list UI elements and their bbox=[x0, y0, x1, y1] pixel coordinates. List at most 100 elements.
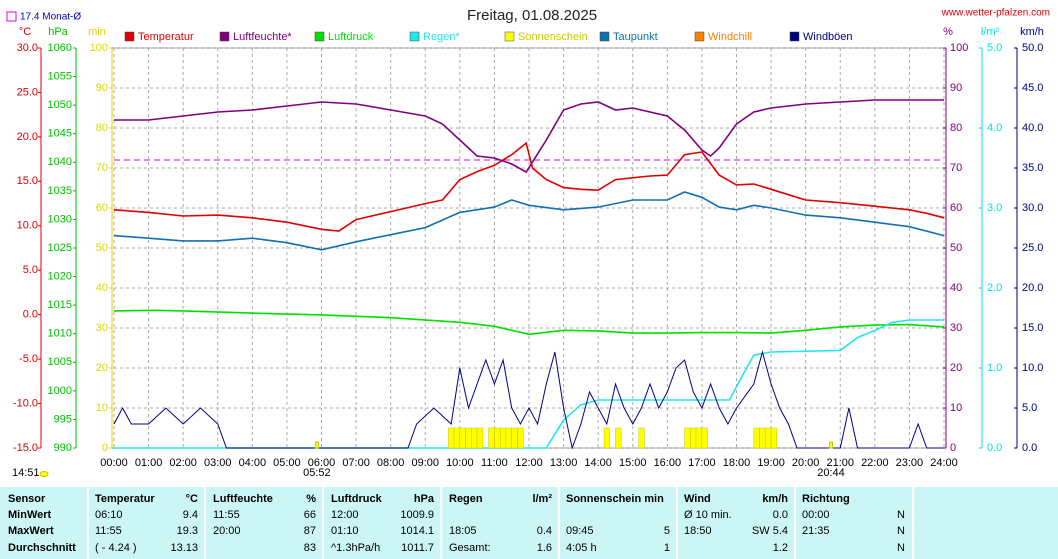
sunshine-bar bbox=[615, 427, 622, 449]
x-tick-label: 03:00 bbox=[204, 457, 232, 469]
table-cell: Durchschnitt bbox=[8, 542, 76, 554]
y-tick-label: 35.0 bbox=[1022, 162, 1043, 174]
table-cell: Gesamt: bbox=[449, 542, 491, 554]
y-tick-label: 0 bbox=[102, 442, 108, 454]
table-cell: 1014.1 bbox=[400, 525, 434, 537]
x-tick-label: 12:00 bbox=[515, 457, 543, 469]
sunshine-bar bbox=[603, 427, 611, 449]
table-header-cell: km/h bbox=[762, 493, 788, 505]
y-tick-label: 1010 bbox=[48, 328, 72, 340]
legend-swatch bbox=[504, 31, 515, 42]
y-tick-label: 15.0 bbox=[1022, 322, 1043, 334]
sunshine-bar bbox=[448, 427, 455, 449]
table-header-cell: Wind bbox=[684, 493, 711, 505]
axis-title: l/m² bbox=[981, 26, 1000, 38]
y-tick-label: 80 bbox=[950, 122, 962, 134]
y-tick-label: -5.0 bbox=[19, 353, 38, 365]
sunshine-bar bbox=[476, 427, 484, 449]
current-time: 14:51 bbox=[12, 467, 40, 479]
table-cell: 20:00 bbox=[213, 525, 241, 537]
source-label: www.wetter-pfalzen.com bbox=[941, 8, 1050, 19]
table-cell: 19.3 bbox=[177, 525, 198, 537]
y-tick-label: 10 bbox=[96, 402, 108, 414]
table-cell: 01:10 bbox=[331, 525, 359, 537]
legend-label: Windchill bbox=[708, 31, 752, 43]
table-header-cell: Sensor bbox=[8, 493, 46, 505]
legend-swatch bbox=[219, 31, 230, 42]
table-header-cell: Regen bbox=[449, 493, 483, 505]
monthly-average-label: 17.4 Monat-Ø bbox=[20, 12, 81, 23]
table-cell: 83 bbox=[304, 542, 316, 554]
table-cell: 0.4 bbox=[537, 525, 552, 537]
y-tick-label: 30.0 bbox=[1022, 202, 1043, 214]
x-tick-label: 11:00 bbox=[481, 457, 508, 469]
x-tick-label: 24:00 bbox=[930, 457, 958, 469]
x-tick-label: 09:00 bbox=[411, 457, 439, 469]
y-tick-label: 100 bbox=[90, 42, 108, 54]
legend-swatch bbox=[599, 31, 610, 42]
axis-title: °C bbox=[19, 26, 31, 38]
weather-icon bbox=[39, 471, 49, 477]
y-tick-label: 4.0 bbox=[987, 122, 1002, 134]
y-tick-label: 995 bbox=[54, 413, 72, 425]
y-tick-label: 990 bbox=[54, 442, 72, 454]
table-header-cell: °C bbox=[186, 493, 198, 505]
x-tick-label: 00:00 bbox=[100, 457, 128, 469]
y-tick-label: 5.0 bbox=[23, 264, 38, 276]
sunshine-bar bbox=[770, 427, 778, 449]
x-tick-label: 02:00 bbox=[169, 457, 197, 469]
y-tick-label: -15.0 bbox=[13, 442, 38, 454]
y-tick-label: 1045 bbox=[48, 128, 72, 140]
table-header-cell: Luftdruck bbox=[331, 493, 383, 505]
series-line bbox=[113, 309, 945, 336]
sunshine-bar bbox=[695, 427, 703, 449]
y-tick-label: 25.0 bbox=[1022, 242, 1043, 254]
table-cell: Ø 10 min. bbox=[684, 509, 732, 521]
x-tick-label: 05:00 bbox=[273, 457, 301, 469]
y-tick-label: -10.0 bbox=[13, 397, 38, 409]
sunshine-bar bbox=[488, 427, 495, 449]
y-tick-label: 1035 bbox=[48, 185, 72, 197]
table-cell: 09:45 bbox=[566, 525, 594, 537]
x-tick-label: 16:00 bbox=[654, 457, 682, 469]
table-cell: 1 bbox=[664, 542, 670, 554]
series-line bbox=[114, 319, 944, 449]
y-tick-label: 50.0 bbox=[1022, 42, 1043, 54]
y-tick-label: 0 bbox=[950, 442, 956, 454]
table-header-cell: Luftfeuchte bbox=[213, 493, 273, 505]
y-tick-label: 50 bbox=[96, 242, 108, 254]
x-tick-label: 23:00 bbox=[896, 457, 924, 469]
y-tick-label: 1060 bbox=[48, 42, 72, 54]
y-tick-label: 20.0 bbox=[17, 131, 38, 143]
axis-title: km/h bbox=[1020, 26, 1044, 38]
axis-title: % bbox=[943, 26, 953, 38]
table-cell: 1.6 bbox=[537, 542, 552, 554]
x-tick-label: 19:00 bbox=[757, 457, 785, 469]
series-line bbox=[113, 141, 945, 232]
table-cell: 1.2 bbox=[773, 542, 788, 554]
y-tick-label: 5.0 bbox=[987, 42, 1002, 54]
sunshine-bar bbox=[638, 427, 645, 449]
y-tick-label: 10.0 bbox=[17, 220, 38, 232]
table-header-cell: Sonnenschein min bbox=[566, 493, 664, 505]
series-line bbox=[113, 350, 944, 450]
y-tick-label: 2.0 bbox=[987, 282, 1002, 294]
y-tick-label: 15.0 bbox=[17, 175, 38, 187]
sunrise-label: 05:52 bbox=[303, 467, 331, 479]
sunshine-bar bbox=[764, 427, 772, 449]
y-tick-label: 100 bbox=[950, 42, 968, 54]
sunshine-bar bbox=[465, 427, 472, 449]
table-cell: 5 bbox=[664, 525, 670, 537]
x-tick-label: 01:00 bbox=[135, 457, 163, 469]
table-header-cell: % bbox=[306, 493, 316, 505]
x-tick-label: 08:00 bbox=[377, 457, 405, 469]
x-tick-label: 15:00 bbox=[619, 457, 647, 469]
table-cell: 87 bbox=[304, 525, 316, 537]
table-background bbox=[0, 487, 1058, 559]
sunshine-bar bbox=[505, 427, 512, 449]
series-line bbox=[113, 191, 945, 251]
y-tick-label: 40 bbox=[96, 282, 108, 294]
y-tick-label: 60 bbox=[950, 202, 962, 214]
y-tick-label: 70 bbox=[950, 162, 962, 174]
x-tick-label: 13:00 bbox=[550, 457, 578, 469]
